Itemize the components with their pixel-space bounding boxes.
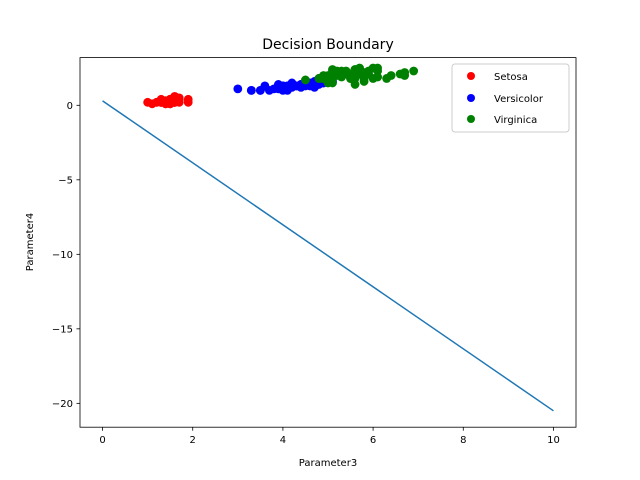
decision-boundary-line [102,100,554,412]
point-versicolor-43 [246,85,256,95]
y-axis-label: Parameter4 [25,213,36,271]
point-virginica-31 [386,71,396,80]
legend-label-setosa: Setosa [494,72,528,83]
point-virginica-43 [364,66,373,76]
point-versicolor-49 [283,81,292,91]
y-tick-label-3: −15 [52,324,73,335]
y-tick-label-2: −10 [52,250,73,261]
point-virginica-49 [328,74,337,83]
y-tick-label-1: −5 [58,175,73,186]
x-tick-label-0: 0 [99,435,105,446]
point-virginica-34 [350,80,360,89]
point-virginica-18 [409,66,419,76]
point-virginica-35 [373,66,382,76]
point-setosa-22 [143,97,153,107]
y-tick-label-0: 0 [67,101,73,112]
legend-marker-virginica [467,115,475,123]
ticks-layer: 0 2 4 6 8 10 0 −5 −10 −15 −20 [52,101,560,446]
y-tick-label-4: −20 [52,399,73,410]
x-tick-label-6: 6 [370,435,376,446]
series-layer [102,63,554,412]
point-versicolor-47 [292,81,301,91]
x-tick-label-10: 10 [547,435,560,446]
chart-title: Decision Boundary [262,37,393,53]
point-setosa-44 [183,94,193,104]
legend-label-virginica: Virginica [494,115,537,126]
legend-frame [451,63,570,133]
axes-spines [79,57,577,428]
point-versicolor-48 [233,84,243,94]
point-setosa-49 [161,97,171,107]
x-tick-label-4: 4 [280,435,286,446]
x-tick-label-2: 2 [190,435,196,446]
legend-marker-versicolor [467,94,475,102]
point-virginica-48 [341,66,351,76]
point-virginica-29 [359,77,369,86]
point-versicolor-31 [264,85,274,95]
x-tick-label-8: 8 [460,435,466,446]
legend-label-versicolor: Versicolor [494,94,544,105]
point-versicolor-29 [255,85,265,95]
point-virginica-6 [301,75,310,85]
series-setosa [143,91,193,109]
point-virginica-22 [400,71,410,80]
legend: Setosa Versicolor Virginica [451,63,570,133]
legend-marker-setosa [467,72,475,80]
decision-boundary-path [102,100,554,412]
point-virginica-38 [314,74,324,83]
series-virginica [301,63,419,89]
point-virginica-44 [355,63,364,73]
x-axis-label: Parameter3 [299,458,357,469]
axes-frame [79,57,577,428]
